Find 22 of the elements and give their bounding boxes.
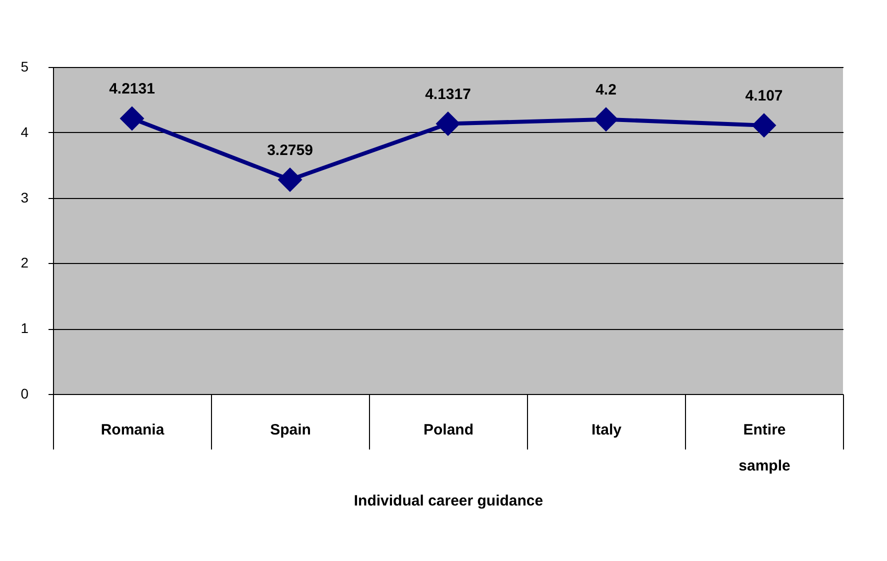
point	[436, 112, 460, 136]
data-label: 4.1317	[425, 86, 471, 103]
point	[752, 113, 776, 138]
y-tick-label: 1	[20, 320, 29, 336]
y-tick-label: 5	[20, 58, 29, 74]
category-label: Entire sample	[738, 422, 790, 474]
x-tick-label: Romania	[100, 422, 165, 438]
point	[594, 107, 618, 132]
y-tick-label: 4	[20, 124, 29, 140]
y-tick-label: 2	[20, 254, 29, 271]
x-axis-title: Individual career guidance	[354, 492, 544, 510]
point	[278, 168, 302, 192]
data-label: 3.2759	[267, 142, 313, 159]
x-tick-label: Italy	[591, 422, 622, 438]
y-tick-label: 3	[20, 189, 29, 206]
data-label: 4.2131	[109, 80, 155, 98]
x-tick-label: Poland	[423, 422, 474, 438]
point	[120, 106, 144, 131]
x-tick-label: Spain	[270, 422, 311, 438]
data-label: 4.107	[745, 87, 783, 104]
data-label: 4.2	[596, 81, 616, 98]
y-tick-label: 0	[20, 386, 29, 402]
